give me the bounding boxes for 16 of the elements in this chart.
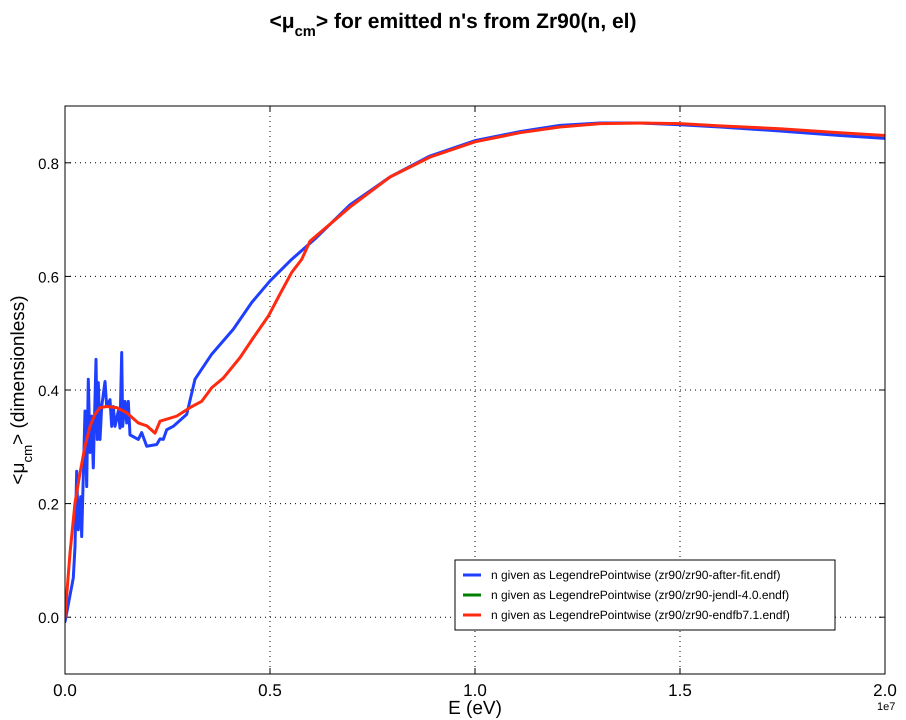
x-axis-title: E (eV) [448,698,502,719]
y-tick-label: 0.6 [38,269,59,286]
legend-label: n given as LegendrePointwise (zr90/zr90-after-fit.endf) [491,568,780,582]
legend-label: n given as LegendrePointwise (zr90/zr90-jendl-4.0.endf) [491,588,790,602]
x-tick-label: 0.5 [258,681,282,700]
y-tick-label: 0.8 [38,156,59,173]
y-tick-label: 0.4 [38,383,59,400]
x-tick-label: 1.0 [463,681,487,700]
text: 1e7 [877,701,896,713]
y-tick-label: 0.2 [38,496,59,514]
x-tick-label: 2.0 [873,681,897,700]
chart-title: <μ$_{cm}$> for emitted n's from Zr90(n, el) [270,10,636,40]
x-tick-label: 1.5 [668,681,692,700]
legend-label: n given as LegendrePointwise (zr90/zr90-endfb7.1.endf) [491,608,790,622]
y-tick-label: 0.0 [38,610,59,628]
x-tick-label: 0.0 [53,681,77,700]
